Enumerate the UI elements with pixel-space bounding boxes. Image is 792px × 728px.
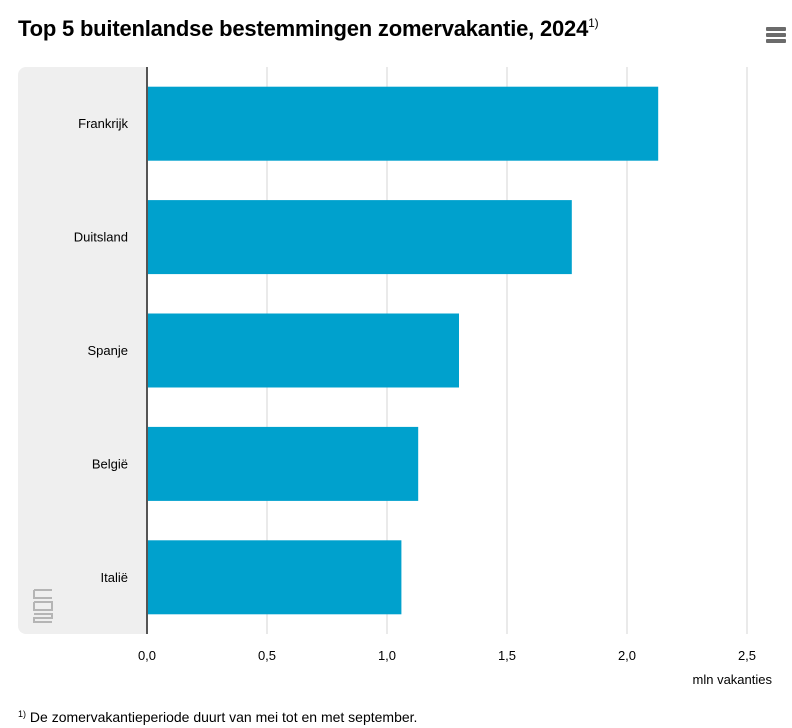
chart-title: Top 5 buitenlandse bestemmingen zomervak…: [18, 16, 599, 42]
footnote-text: De zomervakantieperiode duurt van mei to…: [29, 709, 418, 725]
category-panel-edge: [137, 67, 147, 634]
bar: [147, 540, 402, 615]
x-tick-label: 1,0: [378, 648, 396, 663]
category-panel: [18, 67, 147, 634]
footnote: 1) De zomervakantieperiode duurt van mei…: [18, 709, 417, 725]
bar-chart: 0,0 0,5 1,0 1,5 2,0 2,5 Frankrijk Duitsland Span…: [18, 67, 773, 687]
bar: [147, 313, 459, 388]
x-tick-label: 0,5: [258, 648, 276, 663]
bar: [147, 426, 419, 501]
bar: [147, 86, 659, 161]
title-footnote-mark: 1): [588, 16, 599, 30]
x-tick-label: 0,0: [138, 648, 156, 663]
bar: [147, 200, 572, 275]
category-label: België: [92, 456, 128, 471]
chart-title-text: Top 5 buitenlandse bestemmingen zomervak…: [18, 16, 589, 41]
x-axis-title: mln vakanties: [693, 672, 773, 687]
category-label: Duitsland: [74, 230, 128, 245]
hamburger-menu-icon[interactable]: [764, 24, 790, 46]
category-label: Spanje: [88, 343, 128, 358]
category-label: Italië: [101, 570, 128, 585]
x-tick-label: 2,5: [738, 648, 756, 663]
category-label: Frankrijk: [78, 116, 128, 131]
x-tick-label: 1,5: [498, 648, 516, 663]
footnote-mark: 1): [18, 709, 27, 719]
cbs-logo-icon: [33, 589, 53, 623]
x-tick-label: 2,0: [618, 648, 636, 663]
